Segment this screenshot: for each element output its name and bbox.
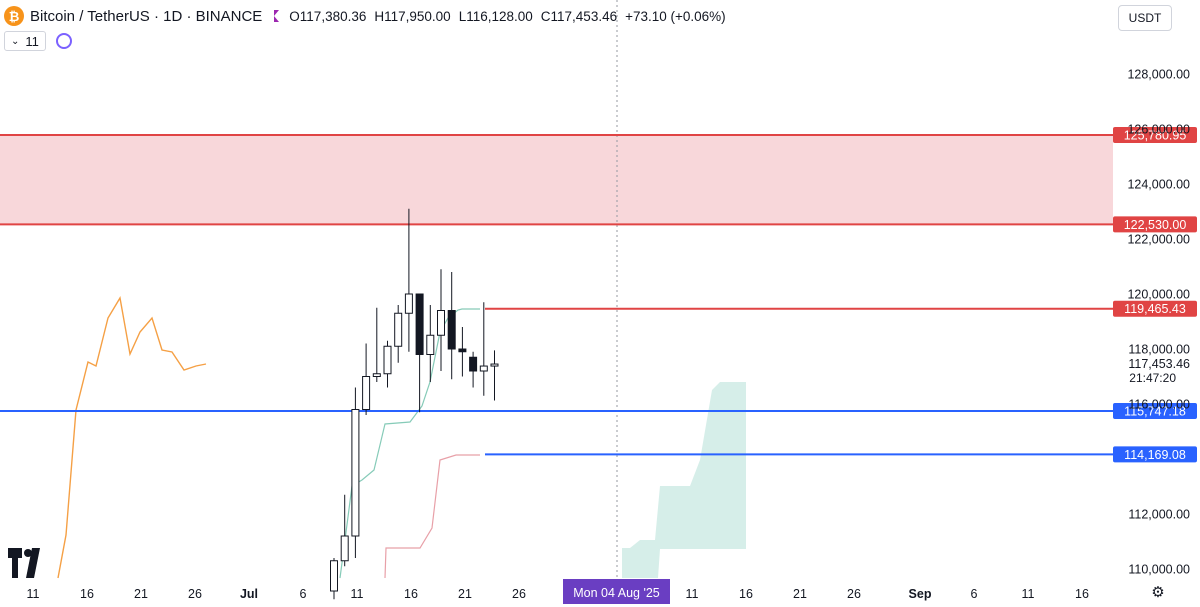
time-tick-label: 6: [300, 587, 307, 601]
candle-body: [394, 312, 403, 347]
close-value: C117,453.46: [540, 8, 618, 24]
level-label-bg: [1113, 216, 1197, 233]
indicator-toggle[interactable]: ⌄ 11: [4, 31, 46, 51]
level-label-bg: [1113, 300, 1197, 317]
resistance-zone: [0, 135, 1113, 225]
indicator-row: ⌄ 11: [4, 31, 72, 51]
candle-body: [469, 356, 478, 372]
chevron-down-icon[interactable]: ⌄: [11, 35, 20, 47]
candle-body: [372, 373, 381, 377]
level-label: 115,747.18: [1124, 404, 1186, 418]
crosshair-date-label: Mon 04 Aug '25: [573, 586, 660, 600]
candle-body: [404, 293, 413, 314]
level-label: 114,169.08: [1124, 448, 1186, 462]
price-tick-label: 110,000.00: [1128, 563, 1190, 577]
candle-body: [426, 334, 435, 355]
symbol-title[interactable]: Bitcoin / TetherUS · 1D · BINANCE: [30, 7, 263, 25]
time-tick-label: 16: [404, 587, 418, 601]
base-line: [384, 454, 480, 579]
open-value: O117,380.36: [289, 8, 367, 24]
time-tick-label: Sep: [909, 587, 932, 601]
sync-icon[interactable]: [55, 33, 72, 49]
time-tick-label: Jul: [240, 587, 258, 601]
candle-body: [415, 293, 424, 355]
price-tick-label: 112,000.00: [1128, 508, 1190, 522]
candle-body: [479, 365, 488, 372]
candle-body: [490, 363, 499, 367]
tradingview-logo: [12, 558, 18, 578]
time-tick-label: 11: [27, 587, 40, 601]
crosshair-date-bg: [563, 579, 670, 604]
price-tick-label: 118,000.00: [1128, 343, 1190, 357]
price-tick-label: 120,000.00: [1127, 288, 1190, 302]
level-label: 125,780.95: [1124, 129, 1187, 143]
candle-body: [340, 535, 349, 562]
level-label: 122,530.00: [1124, 218, 1187, 232]
time-tick-label: 16: [739, 587, 753, 601]
current-price-label: 117,453.46: [1128, 357, 1190, 371]
time-tick-label: 11: [1022, 587, 1035, 601]
currency-button[interactable]: USDT: [1118, 5, 1172, 31]
time-tick-label: 6: [971, 587, 978, 601]
flag-icon[interactable]: [274, 10, 280, 22]
candle-body: [437, 310, 445, 336]
candle-body: [351, 409, 360, 537]
tradingview-logo: [8, 548, 22, 558]
candle-body: [362, 376, 371, 410]
time-tick-label: 26: [512, 587, 526, 601]
level-label-bg: [1113, 446, 1197, 463]
price-tick-label: 126,000.00: [1127, 123, 1190, 137]
level-label: 119,465.43: [1124, 302, 1186, 316]
time-tick-label: 21: [458, 587, 472, 601]
level-label-bg: [1113, 402, 1197, 419]
price-tick-label: 128,000.00: [1127, 68, 1190, 82]
candle-body: [458, 348, 467, 353]
level-label-bg: [1113, 127, 1197, 144]
price-tick-label: 122,000.00: [1127, 233, 1190, 247]
time-tick-label: 16: [80, 587, 94, 601]
time-tick-label: 26: [847, 587, 861, 601]
time-tick-label: 11: [686, 587, 699, 601]
time-tick-label: 21: [793, 587, 807, 601]
time-tick-label: 16: [1075, 587, 1089, 601]
ohlc-values: O117,380.36 H117,950.00 L116,128.00 C117…: [289, 9, 725, 24]
tradingview-logo: [26, 548, 40, 578]
price-tick-label: 124,000.00: [1127, 178, 1190, 192]
candle-body: [383, 345, 392, 375]
time-tick-label: 21: [134, 587, 148, 601]
lagging-span-line: [57, 296, 207, 579]
time-tick-label: 26: [188, 587, 202, 601]
countdown-label: 21:47:20: [1129, 371, 1176, 385]
time-tick-label: 11: [351, 587, 364, 601]
indicator-value: 11: [25, 33, 39, 49]
low-value: L116,128.00: [458, 8, 533, 24]
cloud-area: [622, 382, 746, 578]
tradingview-logo: [24, 549, 32, 557]
settings-gear-icon[interactable]: ⚙: [1151, 584, 1165, 601]
bitcoin-logo-icon: ₿: [4, 6, 24, 26]
change-value: +73.10 (+0.06%): [625, 8, 726, 24]
symbol-header: ₿ Bitcoin / TetherUS · 1D · BINANCE O117…: [0, 0, 726, 32]
price-tick-label: 116,000.00: [1128, 398, 1190, 412]
candle-body: [330, 560, 338, 592]
candle-body: [447, 310, 456, 350]
high-value: H117,950.00: [374, 8, 451, 24]
